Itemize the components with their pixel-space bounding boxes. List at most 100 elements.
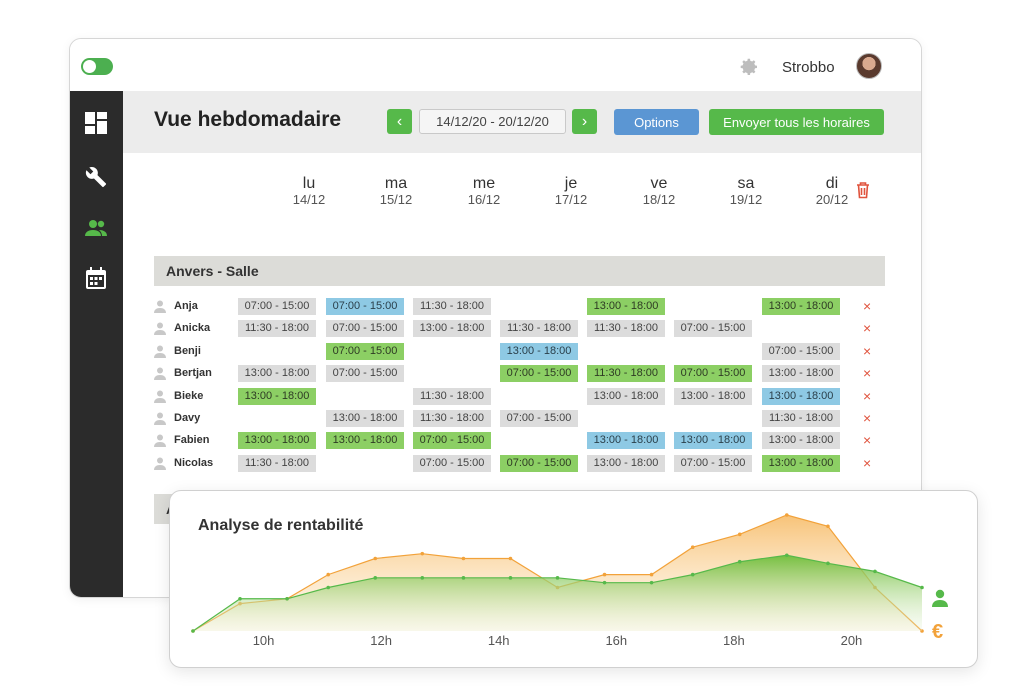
shift-block[interactable]: 07:00 - 15:00 bbox=[500, 410, 578, 427]
data-point bbox=[373, 576, 378, 580]
shift-block[interactable]: 13:00 - 18:00 bbox=[587, 298, 665, 315]
employee-name[interactable]: Bieke bbox=[174, 389, 204, 402]
prev-week-button[interactable]: ‹ bbox=[387, 109, 412, 134]
remove-row-icon[interactable]: × bbox=[863, 298, 872, 314]
person-icon bbox=[154, 457, 166, 470]
shift-block[interactable]: 07:00 - 15:00 bbox=[326, 320, 404, 338]
group-header[interactable]: Anvers - Salle bbox=[154, 256, 885, 286]
person-icon bbox=[154, 367, 166, 381]
remove-row-icon[interactable]: × bbox=[863, 365, 872, 382]
gear-icon[interactable] bbox=[736, 55, 760, 79]
shift-block[interactable]: 13:00 - 18:00 bbox=[674, 432, 752, 450]
shift-block[interactable]: 07:00 - 15:00 bbox=[413, 454, 491, 472]
avatar[interactable] bbox=[856, 53, 882, 79]
day-name: lu bbox=[302, 175, 316, 192]
date-range[interactable]: 14/12/20 - 20/12/20 bbox=[419, 109, 566, 134]
users-icon[interactable] bbox=[84, 216, 108, 240]
shift-block[interactable]: 13:00 - 18:00 bbox=[413, 320, 491, 338]
shift-block[interactable]: 13:00 - 18:00 bbox=[762, 432, 840, 450]
shift-block[interactable]: 11:30 - 18:00 bbox=[413, 298, 491, 315]
shift-block[interactable]: 07:00 - 15:00 bbox=[326, 342, 404, 360]
remove-row-icon[interactable]: × bbox=[863, 320, 872, 337]
employee-name[interactable]: Fabien bbox=[174, 434, 210, 447]
data-point bbox=[920, 585, 924, 590]
shift-block[interactable]: 11:30 - 18:00 bbox=[587, 320, 665, 338]
shift-block[interactable]: 07:00 - 15:00 bbox=[326, 298, 404, 315]
shift-block[interactable]: 11:30 - 18:00 bbox=[413, 387, 491, 405]
data-point bbox=[461, 556, 466, 561]
person-icon bbox=[154, 300, 166, 313]
data-point bbox=[737, 559, 742, 564]
remove-row-icon[interactable]: × bbox=[863, 410, 872, 426]
shift-block[interactable]: 13:00 - 18:00 bbox=[326, 432, 404, 450]
data-point bbox=[326, 585, 331, 590]
day-date: 17/12 bbox=[554, 192, 588, 207]
employee-name[interactable]: Anja bbox=[174, 300, 198, 312]
calendar-icon[interactable] bbox=[84, 266, 108, 290]
person-icon bbox=[154, 434, 166, 448]
data-point bbox=[737, 532, 742, 537]
remove-row-icon[interactable]: × bbox=[863, 432, 872, 449]
employee-name[interactable]: Bertjan bbox=[174, 367, 212, 380]
shift-block[interactable]: 13:00 - 18:00 bbox=[238, 365, 316, 383]
data-point bbox=[420, 551, 425, 556]
schedule-row: Bieke 13:00 - 18:00 11:30 - 18:00 13:00 - 1… bbox=[154, 386, 885, 408]
employee-name[interactable]: Davy bbox=[174, 412, 201, 424]
shift-block[interactable]: 07:00 - 15:00 bbox=[762, 342, 840, 360]
shift-block[interactable]: 07:00 - 15:00 bbox=[674, 320, 752, 338]
options-button[interactable]: Options bbox=[614, 109, 699, 135]
shift-block[interactable]: 11:30 - 18:00 bbox=[413, 410, 491, 427]
employee-name[interactable]: Anicka bbox=[174, 322, 211, 335]
shift-block[interactable]: 13:00 - 18:00 bbox=[587, 454, 665, 472]
send-all-schedules-button[interactable]: Envoyer tous les horaires bbox=[709, 109, 884, 135]
person-icon bbox=[154, 390, 166, 403]
shift-block[interactable]: 07:00 - 15:00 bbox=[500, 454, 578, 472]
person-legend-icon bbox=[932, 589, 948, 607]
top-bar: Strobbo bbox=[70, 39, 921, 91]
data-point bbox=[873, 569, 877, 574]
remove-row-icon[interactable]: × bbox=[863, 387, 872, 404]
remove-row-icon[interactable]: × bbox=[863, 342, 872, 359]
schedule-row: Anja 07:00 - 15:00 07:00 - 15:00 11:30 - 18… bbox=[154, 296, 885, 318]
shift-block[interactable]: 11:30 - 18:00 bbox=[238, 320, 316, 338]
shift-block[interactable]: 11:30 - 18:00 bbox=[762, 410, 840, 427]
shift-block[interactable]: 13:00 - 18:00 bbox=[238, 387, 316, 405]
day-header: me 16/12 bbox=[449, 175, 519, 207]
shift-block[interactable]: 13:00 - 18:00 bbox=[500, 342, 578, 360]
day-header: lu 14/12 bbox=[274, 175, 344, 207]
data-point bbox=[826, 524, 830, 529]
shift-block[interactable]: 13:00 - 18:00 bbox=[762, 387, 840, 405]
wrench-icon[interactable] bbox=[84, 165, 108, 189]
shift-block[interactable]: 13:00 - 18:00 bbox=[762, 298, 840, 315]
shift-block[interactable]: 13:00 - 18:00 bbox=[587, 387, 665, 405]
shift-block[interactable]: 07:00 - 15:00 bbox=[413, 432, 491, 450]
next-week-button[interactable]: › bbox=[572, 109, 597, 134]
dashboard-icon[interactable] bbox=[84, 111, 108, 135]
employee-name[interactable]: Nicolas bbox=[174, 456, 214, 469]
shift-block[interactable]: 11:30 - 18:00 bbox=[587, 365, 665, 383]
shift-block[interactable]: 13:00 - 18:00 bbox=[762, 454, 840, 472]
shift-block[interactable]: 07:00 - 15:00 bbox=[326, 365, 404, 383]
shift-block[interactable]: 13:00 - 18:00 bbox=[238, 432, 316, 450]
username[interactable]: Strobbo bbox=[782, 59, 835, 76]
shift-block[interactable]: 11:30 - 18:00 bbox=[238, 454, 316, 472]
day-name: ve bbox=[650, 175, 668, 192]
shift-block[interactable]: 11:30 - 18:00 bbox=[500, 320, 578, 338]
toggle-switch[interactable] bbox=[81, 58, 113, 75]
shift-block[interactable]: 13:00 - 18:00 bbox=[762, 365, 840, 383]
trash-icon[interactable] bbox=[855, 181, 871, 199]
shift-block[interactable]: 07:00 - 15:00 bbox=[500, 365, 578, 383]
data-point bbox=[285, 596, 289, 601]
data-point bbox=[602, 572, 607, 577]
data-point bbox=[784, 553, 789, 558]
employee-name[interactable]: Benji bbox=[174, 344, 201, 357]
shift-block[interactable]: 13:00 - 18:00 bbox=[674, 387, 752, 405]
shift-block[interactable]: 07:00 - 15:00 bbox=[238, 298, 316, 315]
shift-block[interactable]: 07:00 - 15:00 bbox=[674, 454, 752, 472]
x-tick-label: 16h bbox=[605, 633, 627, 648]
data-point bbox=[420, 576, 425, 580]
shift-block[interactable]: 13:00 - 18:00 bbox=[587, 432, 665, 450]
remove-row-icon[interactable]: × bbox=[863, 454, 872, 471]
shift-block[interactable]: 13:00 - 18:00 bbox=[326, 410, 404, 427]
shift-block[interactable]: 07:00 - 15:00 bbox=[674, 365, 752, 383]
